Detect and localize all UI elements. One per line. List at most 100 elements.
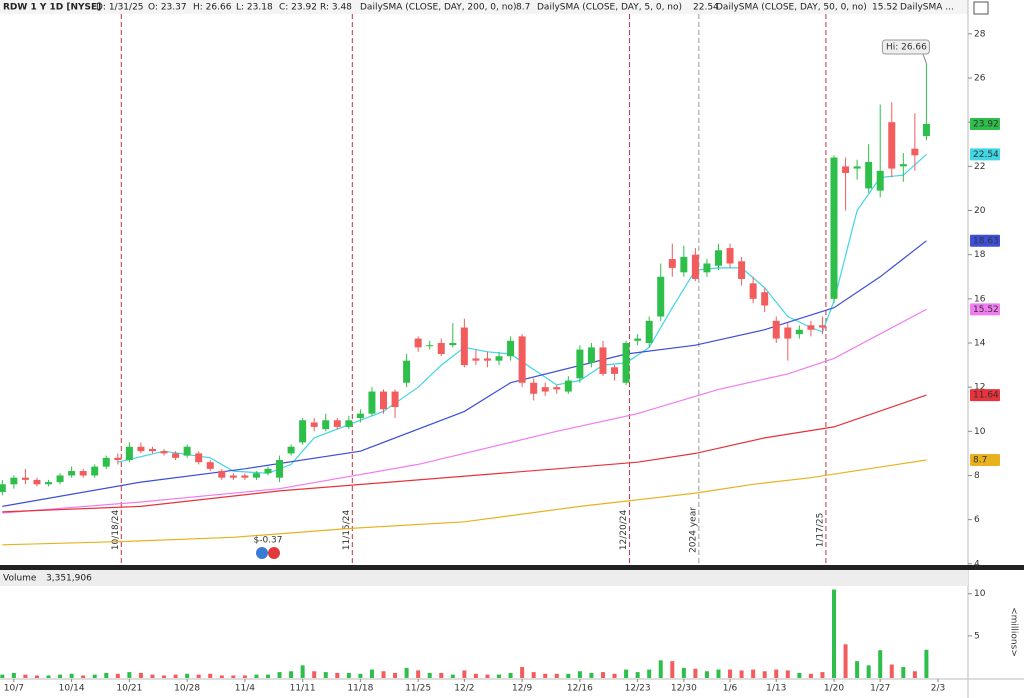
volume-bar	[543, 673, 548, 678]
candle-body	[518, 336, 526, 383]
volume-bar	[739, 670, 744, 678]
candle-body	[530, 382, 538, 394]
volume-bar	[0, 674, 5, 678]
price-tag-label: 22.54	[973, 150, 999, 160]
event-label: 10/18/24	[111, 510, 121, 551]
volume-bar	[312, 671, 317, 678]
candle-body	[472, 358, 480, 361]
legend-entry: DailySMA (CLOSE, DAY, 200, 0, no)	[360, 3, 516, 13]
volume-bar	[693, 668, 698, 678]
x-tick-label: 11/11	[290, 684, 316, 694]
legend-value: 8.7	[516, 3, 530, 13]
volume-bar	[855, 661, 860, 678]
candle-body	[622, 342, 630, 383]
legend-entry: DailySMA (CLOSE, DAY, 5, 0, no)	[537, 3, 682, 13]
y-tick-label: 10	[974, 427, 986, 437]
candle-body	[772, 320, 780, 339]
volume-bar	[23, 674, 28, 678]
volume-bar	[843, 644, 848, 678]
volume-bar	[185, 673, 190, 678]
event-label: 1/17/25	[815, 513, 825, 548]
x-tick-label: 2/3	[931, 684, 945, 694]
candle-body	[276, 460, 284, 478]
candle-body	[876, 170, 884, 191]
volume-bar	[231, 675, 236, 678]
volume-bar	[323, 672, 328, 678]
volume-bar	[162, 675, 167, 678]
candle-body	[680, 256, 688, 273]
volume-bar	[924, 649, 929, 678]
x-tick-label: 1/20	[824, 684, 844, 694]
volume-bar	[808, 673, 813, 678]
volume-bar	[69, 673, 74, 678]
y-tick-label: 20	[974, 206, 986, 216]
candle-body	[818, 325, 826, 328]
volume-bar	[335, 672, 340, 678]
volume-bar	[832, 589, 837, 678]
volume-bar	[115, 673, 120, 678]
volume-bar	[173, 674, 178, 678]
x-tick-label: 12/9	[512, 684, 532, 694]
candle-body	[218, 471, 226, 478]
volume-bar	[531, 672, 536, 678]
candle-body	[460, 327, 468, 366]
candle-body	[634, 338, 642, 341]
legend-value: 15.52	[872, 3, 898, 13]
volume-bar	[462, 670, 467, 678]
candle-body	[668, 259, 676, 268]
settings-icon[interactable]	[973, 1, 989, 15]
candle-body	[102, 457, 110, 467]
candle-body	[922, 123, 930, 137]
legend-entry: DailySMA ...	[900, 3, 954, 13]
volume-bar	[497, 674, 502, 678]
volume-bar	[34, 675, 39, 678]
volume-bar	[427, 672, 432, 678]
candle-body	[264, 468, 272, 474]
candle-body	[79, 471, 87, 476]
volume-bar	[566, 673, 571, 678]
sma-line	[2, 308, 927, 514]
volume-bar	[439, 672, 444, 678]
date: D: 1/31/25	[96, 3, 144, 13]
volume-bar	[670, 661, 675, 678]
volume-header	[0, 570, 968, 586]
range: R: 3.48	[320, 3, 352, 13]
price-tag	[970, 148, 1000, 161]
volume-bar	[797, 672, 802, 678]
price-tag	[970, 234, 1000, 247]
volume-bar	[704, 671, 709, 678]
candle-body	[784, 327, 792, 339]
volume-bar	[242, 675, 247, 678]
x-tick-label: 10/14	[59, 684, 85, 694]
price-tag	[970, 117, 1000, 130]
legend-entry: DailySMA (CLOSE, DAY, 50, 0, no)	[716, 3, 867, 13]
candle-body	[426, 345, 434, 347]
candle-body	[483, 358, 491, 361]
y-tick-label: 14	[974, 338, 986, 348]
y-tick-label: 12	[974, 383, 985, 393]
volume-bar	[104, 672, 109, 678]
candle-body	[299, 420, 307, 443]
volume-bar	[508, 672, 513, 678]
sma-line	[2, 394, 927, 513]
y-tick-label: 4	[974, 559, 980, 569]
volume-bar	[647, 669, 652, 678]
candle-body	[830, 157, 838, 299]
candle-body	[322, 420, 330, 430]
symbol: RDW 1 Y 1D [NYSE]	[3, 3, 101, 13]
candle-body	[10, 477, 18, 485]
candle-body	[576, 349, 584, 379]
candle-body	[368, 391, 376, 414]
candle-body	[611, 367, 619, 374]
high: H: 26.66	[193, 3, 232, 13]
candle-body	[587, 347, 595, 363]
volume-bar	[381, 671, 386, 678]
candle-body	[691, 254, 699, 279]
candle-body	[380, 391, 388, 410]
volume-bar	[751, 669, 756, 678]
candle-body	[310, 422, 318, 427]
volume-bar	[473, 673, 478, 678]
open: O: 23.37	[148, 3, 187, 13]
volume-bar	[612, 673, 617, 678]
